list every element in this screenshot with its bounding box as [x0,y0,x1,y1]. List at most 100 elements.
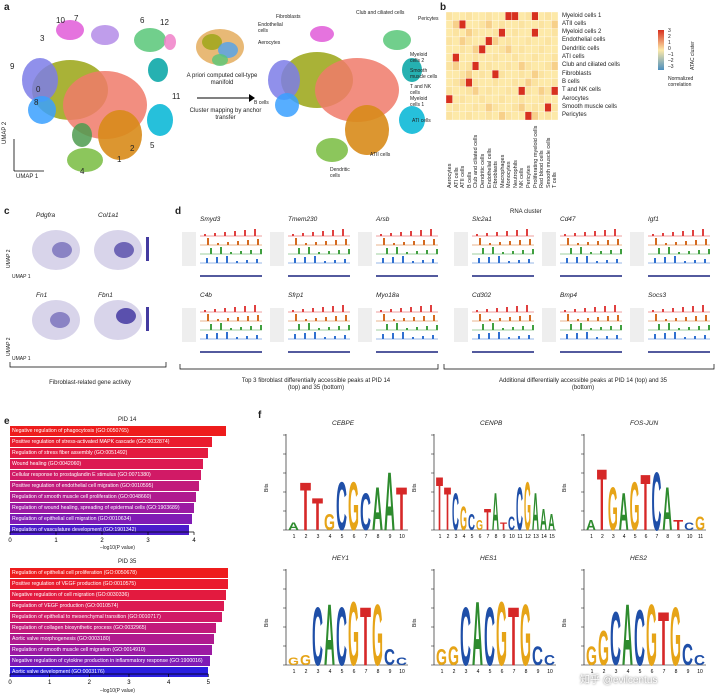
logo-letter: C [336,589,347,680]
heatmap-cell [551,53,558,62]
heatmap-cell [511,28,519,38]
axis-tick: 1 [54,538,58,544]
cluster-num-5: 5 [150,141,155,150]
logo-letter: G [496,583,507,680]
heatmap-cell [544,12,552,21]
heatmap-row-label: Aerocytes [562,95,589,102]
logo-letter: G [348,469,359,545]
heatmap-cell [491,53,499,62]
heatmap-cell [459,94,466,104]
heatmap-cell [524,53,532,62]
heatmap-cell [531,28,539,38]
heatmap-cell [531,12,539,21]
logo-position: 15 [549,534,555,540]
track-gene-title: Bmp4 [560,292,577,299]
logo-position: 5 [489,669,492,675]
heatmap-cell [531,94,539,104]
heatmap-cell [538,86,545,96]
heatmap-cell [498,111,506,120]
logo-letter: T [597,451,607,545]
heatmap-row-label: Fibroblasts [562,70,592,77]
track-gene-title: Cd47 [560,216,576,223]
heatmap-cell [531,61,539,71]
logo-position: 1 [439,534,442,540]
logo-position: 10 [547,669,553,675]
heatmap-cell [446,12,453,21]
heatmap-row-label: Myeloid cells 1 [562,12,602,19]
logo-letter: T [658,597,669,680]
ct-myeloid1: Myeloid cells 1 [410,96,428,108]
axis-tick: 0 [8,680,12,686]
logo-position: 12 [525,534,531,540]
track-gene-title: Myo18a [376,292,400,299]
cb-tick-m2: –2 [668,58,674,64]
logo-position: 1 [591,669,594,675]
logo-letter: C [651,454,661,545]
logo-letter: G [670,589,681,680]
heatmap-cell [551,20,558,29]
logo-position: 10 [399,534,405,540]
caption-c: Fibroblast-related gene activity [49,380,131,386]
heatmap-cell [538,28,545,38]
heatmap-cell [531,78,539,87]
heatmap-cell [551,28,558,38]
heatmap-cell [485,70,493,79]
logo-letter: G [288,656,299,668]
logo-letter: C [684,521,694,533]
logo-letter: A [619,483,629,542]
heatmap-cell [518,28,526,38]
logo-letter: C [484,589,495,680]
logo-letter: G [608,475,618,543]
logo-letter: T [673,517,684,534]
gene-fn1: Fn1 [36,292,48,299]
heatmap-colorbar [658,30,664,70]
pid14-xlabel: –log10(P value) [100,545,135,551]
logo-letter: G [646,586,657,680]
heatmap-cell [491,20,499,29]
heatmap-cell [452,86,460,96]
heatmap-cell [531,86,539,96]
heatmap-cell [485,78,493,87]
gene-col1a1: Col1a1 [98,212,119,219]
heatmap-cell [446,111,453,120]
logo-position: 11 [698,534,703,540]
logo-letter: G [324,509,335,535]
ct-atii: ATII cells [370,152,391,158]
heatmap-cell [551,36,558,46]
heatmap-cell [472,20,480,29]
cluster-num-1: 1 [117,155,122,164]
logo-letter: T [500,521,507,533]
logo-position: 2 [601,534,604,540]
correlation-heatmap [446,12,558,120]
coverage-track [270,229,350,277]
heatmap-cell [518,94,526,104]
heatmap-cell [511,111,519,120]
axis-tick: 5 [207,680,211,686]
go-term-bar: Negative regulation of cell migration (G… [10,590,227,600]
heatmap-cell [511,103,519,112]
heatmap-cell [478,103,486,112]
heatmap-cell [478,86,486,96]
heatmap-col-label: NK cells [519,167,526,188]
go-term-bar: Regulation of vasculature development (G… [10,525,190,535]
umap1-label-c1: UMAP 1 [12,274,31,280]
heatmap-cell [505,20,513,29]
heatmap-cell [551,78,558,87]
heatmap-cell [465,20,473,29]
panel-e-label: e [4,416,10,427]
logo-letter: G [586,641,597,671]
heatmap-cell [452,94,460,104]
heatmap-cell [472,111,480,120]
motif-bits-label: Bits [562,483,568,492]
heatmap-cell [505,103,513,112]
logo-position: 6 [651,669,654,675]
heatmap-cell [511,20,519,29]
heatmap-cell [511,61,519,71]
heatmap-cell [498,103,506,112]
cb-tick-1: 1 [668,40,671,46]
logo-position: 9 [389,534,392,540]
go-term-label: Regulation of epithelial cell proliferat… [12,570,137,576]
axis-tick: 0 [8,538,12,544]
heatmap-cell [478,70,486,79]
